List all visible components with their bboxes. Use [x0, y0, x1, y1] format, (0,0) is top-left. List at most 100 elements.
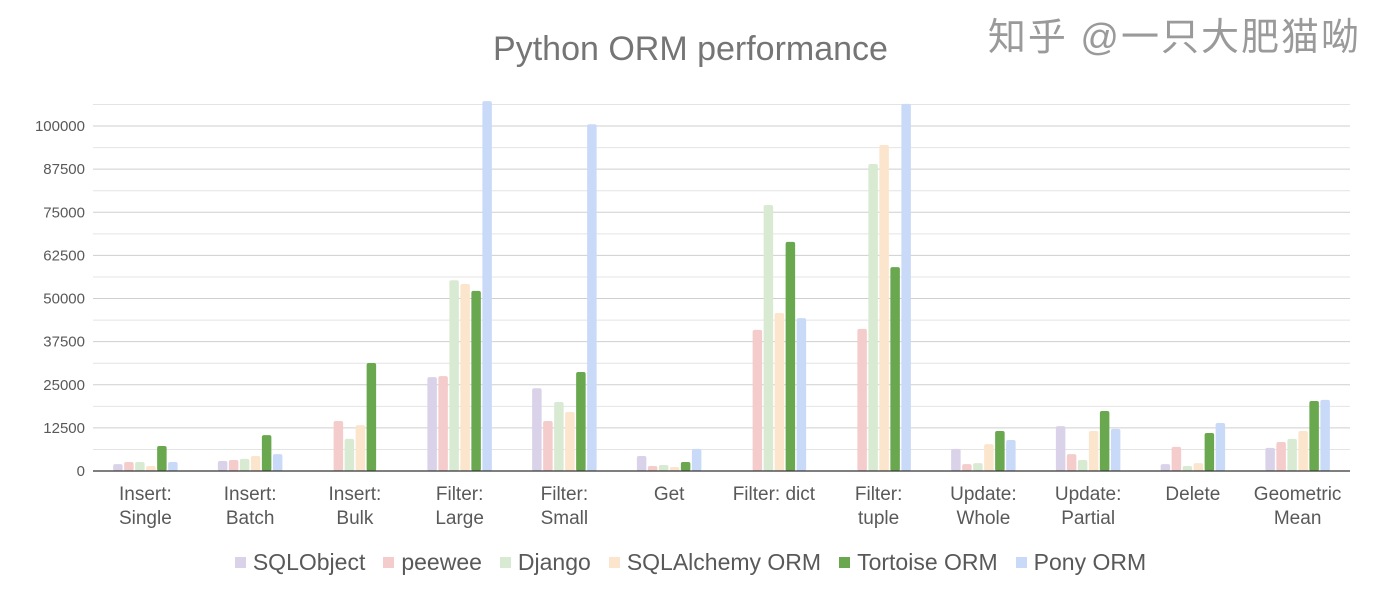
- bar-sqlalchemy-orm: [355, 425, 366, 471]
- bar-sqlalchemy-orm: [565, 412, 575, 471]
- y-tick-label: 75000: [43, 204, 85, 221]
- bar-pony-orm: [796, 318, 807, 471]
- legend-swatch: [234, 557, 246, 568]
- x-tick-label: Single: [119, 508, 172, 529]
- x-tick-label: Filter:: [855, 484, 903, 505]
- bar-tortoise-orm: [576, 371, 586, 471]
- x-tick-label: Insert:: [328, 484, 381, 505]
- bar-sqlalchemy-orm: [460, 284, 470, 471]
- bar-sqlalchemy-orm: [1298, 430, 1308, 471]
- bar-peewee: [333, 420, 344, 471]
- x-tick-label: Geometric: [1254, 484, 1342, 505]
- y-tick-label: 62500: [43, 247, 85, 264]
- x-tick-label: Small: [541, 508, 589, 529]
- bar-sqlobject: [113, 464, 123, 471]
- bar-tortoise-orm: [471, 290, 481, 471]
- legend-swatch: [499, 557, 511, 568]
- watermark: 知乎 @一只大肥猫呦: [987, 17, 1361, 59]
- bar-django: [554, 402, 564, 471]
- bar-pony-orm: [691, 448, 702, 471]
- y-tick-label: 87500: [43, 161, 85, 178]
- bar-sqlalchemy-orm: [146, 465, 156, 471]
- bar-django: [1182, 465, 1193, 471]
- bar-peewee: [647, 465, 658, 471]
- x-tick-label: Filter: dict: [733, 484, 816, 505]
- bar-tortoise-orm: [1309, 400, 1319, 471]
- bar-django: [658, 464, 669, 471]
- x-tick-label: Mean: [1274, 508, 1322, 529]
- bar-django: [868, 163, 878, 471]
- bar-peewee: [124, 462, 134, 471]
- chart-title: Python ORM performance: [493, 30, 888, 68]
- legend-label: Tortoise ORM: [857, 549, 998, 575]
- y-tick-label: 12500: [43, 420, 85, 437]
- bar-tortoise-orm: [680, 462, 691, 471]
- bar-sqlalchemy-orm: [879, 144, 889, 471]
- bar-tortoise-orm: [785, 241, 796, 471]
- bar-peewee: [752, 329, 763, 471]
- bar-sqlalchemy-orm: [984, 444, 994, 471]
- legend-label: Django: [517, 549, 591, 575]
- bar-django: [1287, 438, 1297, 471]
- bar-pony-orm: [1006, 439, 1016, 471]
- bar-peewee: [962, 464, 972, 471]
- x-tick-label: Get: [654, 484, 685, 505]
- x-tick-label: Large: [435, 508, 484, 529]
- bar-sqlobject: [532, 388, 542, 471]
- bar-sqlalchemy-orm: [1193, 463, 1204, 471]
- bar-tortoise-orm: [261, 435, 272, 471]
- bar-peewee: [1276, 442, 1286, 471]
- bar-tortoise-orm: [995, 430, 1005, 471]
- legend-item: Tortoise ORM: [839, 549, 998, 576]
- bar-sqlobject: [427, 377, 437, 471]
- bar-sqlobject: [636, 455, 647, 471]
- bar-peewee: [438, 376, 448, 471]
- bar-sqlobject: [951, 448, 961, 471]
- x-tick-label: Update:: [950, 484, 1017, 505]
- y-tick-label: 0: [77, 463, 85, 480]
- bar-sqlobject: [1265, 447, 1275, 471]
- y-tick-label: 50000: [43, 291, 85, 308]
- bar-pony-orm: [901, 103, 911, 472]
- bar-peewee: [228, 459, 239, 471]
- bar-django: [449, 280, 459, 471]
- legend-item: SQLAlchemy ORM: [608, 549, 822, 576]
- y-tick-label: 100000: [35, 118, 85, 135]
- legend-swatch: [1015, 557, 1027, 568]
- bar-sqlalchemy-orm: [1088, 430, 1099, 471]
- bar-django: [135, 462, 145, 471]
- bar-django: [239, 458, 250, 471]
- bar-peewee: [1066, 454, 1077, 471]
- bar-sqlalchemy-orm: [774, 312, 785, 471]
- legend-item: Pony ORM: [1015, 549, 1147, 576]
- bar-pony-orm: [587, 124, 597, 472]
- x-tick-label: tuple: [858, 508, 899, 529]
- x-tick-label: Filter:: [436, 484, 484, 505]
- bar-sqlalchemy-orm: [250, 455, 261, 471]
- bar-sqlobject: [1160, 464, 1171, 471]
- bar-pony-orm: [168, 462, 178, 471]
- bar-peewee: [1171, 446, 1182, 471]
- x-tick-label: Filter:: [541, 484, 589, 505]
- legend-item: Django: [499, 549, 591, 576]
- legend-label: SQLAlchemy ORM: [626, 549, 822, 575]
- bar-pony-orm: [1215, 423, 1226, 471]
- legend-label: Pony ORM: [1033, 549, 1147, 575]
- bar-sqlalchemy-orm: [669, 467, 680, 471]
- y-tick-label: 25000: [43, 377, 85, 394]
- bar-django: [763, 205, 774, 471]
- legend-item: peewee: [383, 549, 482, 576]
- legend-swatch: [383, 557, 395, 568]
- x-tick-label: Whole: [956, 508, 1010, 529]
- legend: SQLObject peewee Django SQLAlchemy ORM Torto…: [0, 549, 1381, 576]
- bar-pony-orm: [1110, 428, 1121, 471]
- x-tick-label: Update:: [1055, 484, 1122, 505]
- bar-tortoise-orm: [157, 445, 167, 471]
- bar-pony-orm: [272, 454, 283, 471]
- bar-django: [973, 463, 983, 471]
- legend-swatch: [839, 557, 851, 568]
- x-tick-label: Batch: [226, 508, 275, 529]
- bar-peewee: [857, 328, 867, 471]
- bar-pony-orm: [1320, 399, 1330, 471]
